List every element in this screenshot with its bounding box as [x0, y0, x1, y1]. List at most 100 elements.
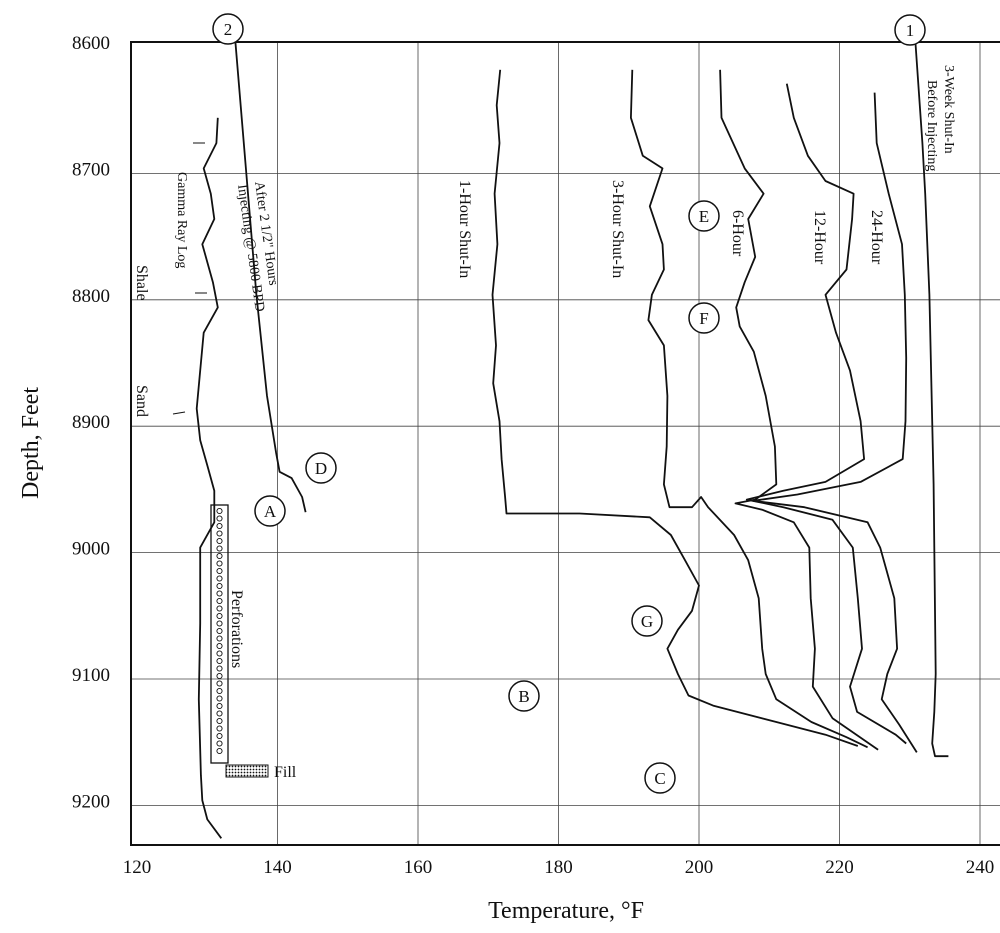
series-line-1-hour-shut-in	[491, 69, 859, 747]
x-tick-label: 240	[966, 857, 995, 878]
perforations-column	[210, 504, 229, 764]
svg-text:1: 1	[906, 21, 915, 40]
annotation-12-hour: 12-Hour	[811, 210, 828, 265]
plot-frame	[130, 41, 1000, 846]
y-tick-label: 9200	[72, 791, 110, 812]
annotation-shale: Shale	[133, 265, 150, 301]
y-tick-label: 8900	[72, 412, 110, 433]
perforation-dot	[216, 665, 223, 672]
perforation-dot	[216, 642, 223, 650]
annotation-before-injecting: Before Injecting	[924, 80, 939, 171]
svg-text:F: F	[699, 309, 708, 328]
perforation-dot	[216, 717, 223, 725]
x-tick-label: 140	[263, 857, 292, 878]
perforation-dot	[216, 605, 223, 612]
svg-text:A: A	[264, 502, 277, 521]
perforation-dot	[216, 650, 223, 657]
y-tick-label: 9000	[72, 539, 110, 560]
perforation-dot	[216, 725, 223, 732]
svg-text:B: B	[518, 687, 529, 706]
perforation-dot	[216, 627, 223, 635]
perforation-dot	[216, 552, 223, 560]
perforation-dot	[216, 672, 223, 680]
perforation-dot	[216, 560, 223, 567]
series-line-24-hour	[752, 92, 918, 753]
fill-pattern	[225, 764, 269, 778]
perforation-dot	[216, 515, 223, 522]
perforation-dot	[216, 620, 223, 627]
perforation-dot	[216, 597, 223, 605]
series-line-6-hour	[719, 69, 879, 751]
x-tick-label: 220	[825, 857, 854, 878]
marker-F: F	[688, 302, 720, 334]
series-line-gamma-ray-log	[195, 117, 223, 839]
marker-2: 2	[212, 13, 244, 45]
perforation-dot	[216, 590, 223, 597]
marker-D: D	[305, 452, 337, 484]
perforation-dot	[216, 702, 223, 710]
perforation-dot	[216, 522, 223, 530]
series-line-3-week-shut-in-before-injecting	[914, 41, 949, 758]
svg-text:C: C	[654, 769, 665, 788]
perforation-dot	[216, 680, 223, 687]
perforation-dot	[216, 687, 223, 695]
svg-text:G: G	[641, 612, 653, 631]
perforation-dot	[216, 732, 223, 740]
curves	[172, 41, 949, 839]
perforation-dot	[216, 657, 223, 665]
perforation-dot	[216, 545, 223, 552]
series-line-after-2-1-2-hours-injecting-5800-bpd	[234, 41, 307, 513]
annotation-fill: Fill	[274, 764, 297, 781]
circle-markers: 1 2 A B C D E F G	[212, 13, 926, 794]
series-line-3-hour-shut-in	[630, 69, 868, 749]
perforation-dot	[216, 747, 223, 755]
perforation-dot	[216, 612, 223, 620]
x-axis-title: Temperature, °F	[488, 898, 644, 924]
y-tick-label: 9100	[72, 665, 110, 686]
perforation-dot	[216, 530, 223, 537]
marker-G: G	[631, 605, 663, 637]
marker-A: A	[254, 495, 286, 527]
marker-C: C	[644, 762, 676, 794]
perforation-dot	[216, 695, 223, 702]
annotation-3-week: 3-Week Shut-In	[941, 65, 956, 154]
perforation-dot	[216, 582, 223, 590]
annotation-gamma: Gamma Ray Log	[174, 172, 189, 268]
svg-text:2: 2	[224, 20, 233, 39]
y-tick-label: 8700	[72, 159, 110, 180]
perforation-dot	[216, 567, 223, 575]
perforation-dots	[216, 507, 223, 755]
svg-text:E: E	[699, 207, 709, 226]
y-tick-label: 8800	[72, 286, 110, 307]
svg-text:D: D	[315, 459, 327, 478]
fill-block	[225, 764, 269, 778]
annotation-24-hour: 24-Hour	[868, 210, 885, 265]
annotations: Gamma Ray Log Shale Sand Perforations Fi…	[133, 65, 956, 781]
marker-1: 1	[894, 14, 926, 46]
y-tick-label: 8600	[72, 33, 110, 54]
x-tick-label: 200	[685, 857, 714, 878]
y-axis-title: Depth, Feet	[18, 387, 44, 499]
annotation-perforations: Perforations	[228, 590, 245, 668]
annotation-3-hour: 3-Hour Shut-In	[609, 180, 626, 278]
arrow-mark	[172, 411, 186, 415]
tick-labels: 120 140 160 180 200 220 240 8600 8700 8800 8900 900…	[72, 33, 994, 878]
perforation-dot	[216, 537, 223, 545]
x-tick-label: 160	[404, 857, 433, 878]
perforation-dot	[216, 635, 223, 642]
annotation-1-hour: 1-Hour Shut-In	[456, 180, 473, 278]
perforation-dot	[216, 575, 223, 582]
marker-E: E	[688, 200, 720, 232]
x-tick-label: 120	[123, 857, 152, 878]
annotation-sand: Sand	[133, 385, 150, 417]
perforations-box	[210, 504, 229, 764]
series-line-12-hour	[745, 83, 907, 745]
x-tick-label: 180	[544, 857, 573, 878]
marker-B: B	[508, 680, 540, 712]
grid	[131, 42, 1000, 845]
perforation-dot	[216, 710, 223, 717]
annotation-6-hour: 6-Hour	[729, 210, 746, 257]
perforation-dot	[216, 507, 223, 515]
perforation-dot	[216, 740, 223, 747]
